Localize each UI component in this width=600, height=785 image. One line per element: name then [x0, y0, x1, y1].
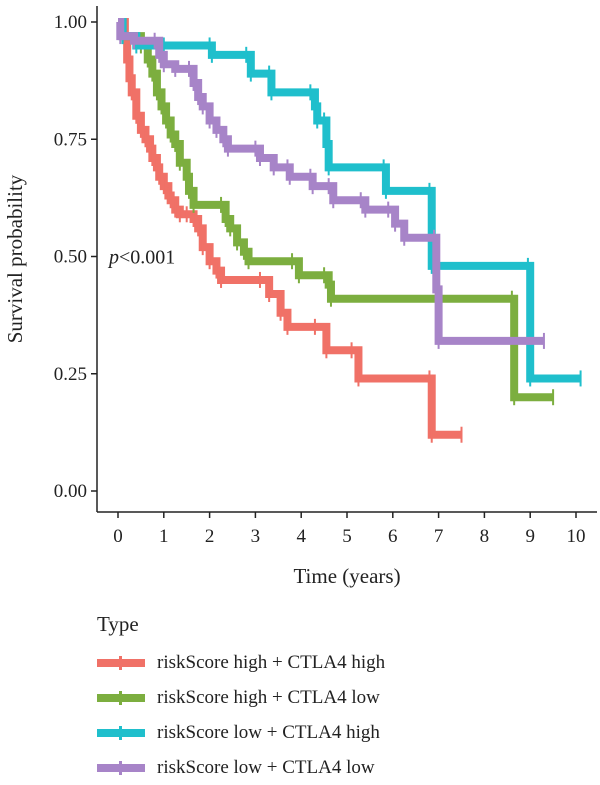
series-line	[118, 18, 462, 439]
y-axis-title: Survival probability	[3, 174, 27, 343]
legend-label: riskScore high + CTLA4 high	[157, 651, 386, 673]
series-group	[116, 18, 582, 443]
p-value-rest: <0.001	[119, 247, 175, 269]
legend-label: riskScore high + CTLA4 low	[157, 686, 380, 708]
x-axis: 0 1 2 3 4 5 6 7 8 9 10	[97, 511, 597, 547]
legend-swatch-tick	[119, 655, 122, 670]
legend-item: riskScore high + CTLA4 low	[97, 680, 385, 715]
x-tick-label: 3	[251, 526, 261, 547]
x-tick-label: 0	[113, 526, 123, 547]
legend-items: riskScore high + CTLA4 high riskScore hig…	[97, 645, 385, 785]
legend-swatch-tick	[119, 725, 122, 740]
series-3	[118, 18, 582, 387]
series-1	[118, 18, 463, 443]
km-survival-chart: 0.00 0.25 0.50 0.75 1.00 0 1 2 3 4 5 6 7 8 9 10 p<0.00…	[3, 6, 597, 588]
x-tick-label: 9	[525, 526, 535, 547]
x-tick-label: 8	[480, 526, 490, 547]
legend-item: riskScore high + CTLA4 high	[97, 645, 385, 680]
legend: Type riskScore high + CTLA4 high riskScor…	[97, 612, 385, 785]
legend-item: riskScore low + CTLA4 low	[97, 750, 385, 785]
legend-label: riskScore low + CTLA4 high	[157, 721, 380, 743]
y-tick-label: 0.25	[54, 364, 87, 385]
y-tick-label: 0.75	[54, 129, 87, 150]
x-tick-label: 10	[567, 526, 586, 547]
y-tick-label: 1.00	[54, 12, 87, 33]
y-tick-label: 0.50	[54, 247, 87, 268]
p-value-italic: p	[107, 247, 119, 269]
x-tick-label: 1	[159, 526, 169, 547]
legend-swatch-tick	[119, 760, 122, 775]
legend-key-swatch	[97, 686, 145, 710]
legend-swatch-tick	[119, 690, 122, 705]
legend-key-swatch	[97, 651, 145, 675]
p-value-annotation: p<0.001	[107, 247, 175, 269]
x-axis-title: Time (years)	[293, 564, 400, 588]
legend-item: riskScore low + CTLA4 high	[97, 715, 385, 750]
series-4	[116, 18, 545, 349]
x-tick-label: 6	[388, 526, 398, 547]
legend-key-swatch	[97, 756, 145, 780]
series-2	[118, 18, 555, 406]
x-tick-label: 2	[205, 526, 215, 547]
y-axis: 0.00 0.25 0.50 0.75 1.00	[54, 6, 98, 512]
y-tick-label: 0.00	[54, 481, 87, 502]
x-tick-label: 4	[296, 526, 306, 547]
x-tick-label: 7	[434, 526, 444, 547]
legend-label: riskScore low + CTLA4 low	[157, 756, 375, 778]
legend-title: Type	[97, 612, 139, 636]
legend-key-swatch	[97, 721, 145, 745]
x-tick-label: 5	[342, 526, 352, 547]
